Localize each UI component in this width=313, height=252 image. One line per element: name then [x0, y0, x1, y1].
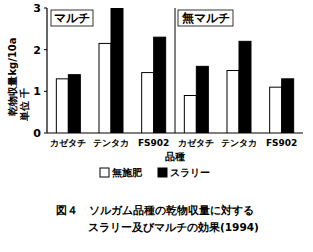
bar	[142, 73, 154, 133]
bar	[99, 43, 111, 133]
title: 図４ ソルガム品種の乾物収量に対するスラリー及びマルチの効果(1994)	[56, 204, 259, 233]
legend-swatch	[158, 168, 167, 177]
bar	[270, 87, 282, 133]
x-tick-label: カゼタチ	[178, 138, 214, 148]
bars	[56, 8, 293, 133]
legend-swatch	[100, 168, 109, 177]
x-label: 品種	[165, 151, 185, 162]
legend-label: 無施肥	[111, 167, 143, 178]
panel-label-box	[51, 10, 93, 26]
bar	[56, 79, 68, 133]
x-tick-label: FS902	[266, 138, 297, 148]
chart: 0123乾物収量kg/10a単位 千カゼタチテンタカFS902カゼタチテンタカF…	[0, 0, 313, 252]
bar	[111, 8, 123, 133]
bar	[227, 71, 239, 134]
y-tick	[44, 91, 47, 92]
y-label-line: 乾物収量kg/10a	[7, 37, 18, 115]
bar	[68, 75, 80, 133]
y-tick	[44, 133, 47, 134]
bar	[196, 66, 208, 133]
x-tick-label: テンタカ	[221, 138, 257, 148]
x-tick-label: FS902	[138, 138, 169, 148]
y-label-line: 単位 千	[19, 88, 30, 122]
panel-divider	[175, 8, 176, 133]
x-tick-label: カゼタチ	[50, 138, 86, 148]
legend: 無施肥 スラリー	[100, 167, 210, 178]
y-tick-label: 0	[33, 127, 41, 140]
x-tick-label: テンタカ	[93, 138, 129, 148]
title-line: スラリー及びマルチの効果(1994)	[88, 221, 259, 233]
bar	[282, 79, 294, 133]
panel-label: マルチ	[54, 11, 90, 25]
panel-label: 無マルチ	[181, 11, 230, 25]
y-tick	[44, 49, 47, 50]
legend-label: スラリー	[170, 167, 210, 178]
bar	[154, 37, 166, 133]
y-label: 乾物収量kg/10a単位 千	[7, 37, 30, 122]
y-tick	[44, 8, 47, 9]
y-tick-label: 3	[33, 2, 41, 15]
y-tick-label: 1	[33, 85, 41, 98]
title-line: 図４ ソルガム品種の乾物収量に対する	[56, 204, 254, 217]
bar	[184, 96, 196, 134]
bar	[239, 41, 251, 133]
panel-label-box	[178, 10, 233, 26]
y-tick-label: 2	[33, 44, 41, 57]
y-axis	[46, 8, 47, 133]
